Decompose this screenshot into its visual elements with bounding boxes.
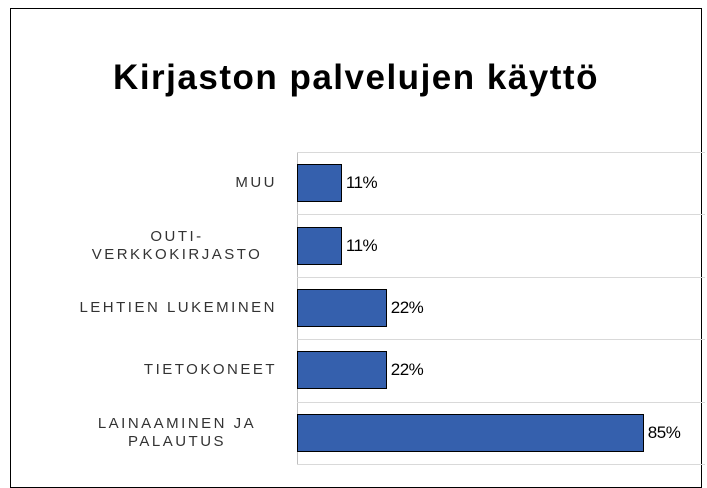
category-label: LAINAAMINEN JA PALAUTUS (97, 414, 257, 450)
value-label: 11% (345, 173, 378, 193)
category-label-box: LAINAAMINEN JA PALAUTUS (20, 408, 277, 458)
grid-line (297, 339, 705, 341)
bar (297, 413, 644, 452)
value-label: 11% (345, 235, 378, 255)
category-label-box: LEHTIEN LUKEMINEN (20, 283, 277, 333)
category-label-box: OUTI-VERKKOKIRJASTO (20, 221, 277, 271)
category-label: TIETOKONEET (143, 361, 277, 379)
grid-line (297, 401, 705, 403)
category-label: MUU (235, 174, 277, 192)
bar (297, 351, 387, 390)
bar (297, 226, 342, 265)
grid-line (297, 214, 705, 216)
chart-title: Kirjaston palvelujen käyttö (113, 58, 599, 97)
grid-line (297, 152, 705, 153)
value-label: 85% (647, 422, 681, 442)
value-label: 22% (390, 360, 424, 380)
bar (297, 289, 387, 327)
category-label: LEHTIEN LUKEMINEN (79, 299, 277, 316)
category-label-box: TIETOKONEET (20, 345, 277, 395)
category-label-box: MUU (20, 158, 277, 208)
category-label: OUTI-VERKKOKIRJASTO (91, 227, 263, 263)
grid-line (297, 464, 705, 465)
grid-line (297, 276, 705, 278)
value-label: 22% (390, 298, 424, 317)
bar (297, 164, 342, 203)
